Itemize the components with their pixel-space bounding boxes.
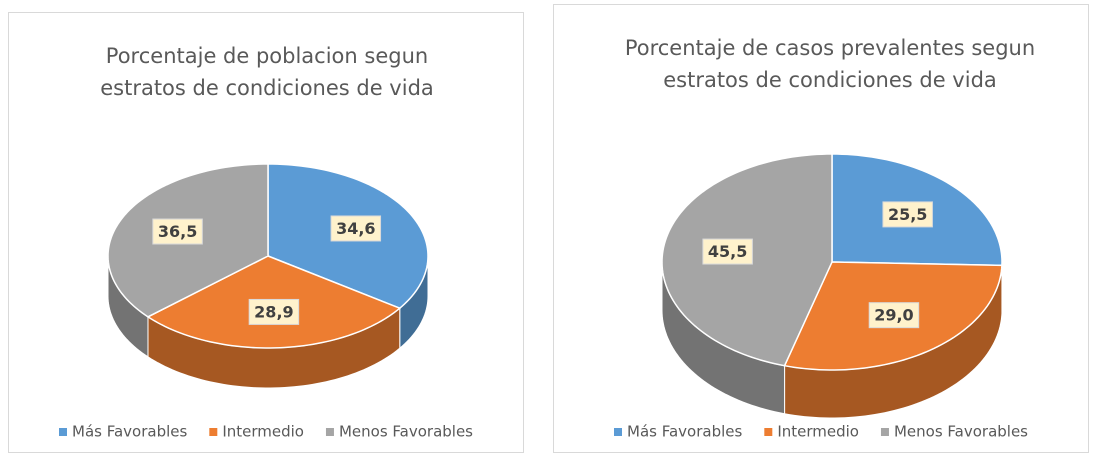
legend-swatch <box>59 428 67 436</box>
data-label-box <box>330 215 382 242</box>
data-label-box <box>868 302 920 329</box>
chart-frame <box>8 12 524 453</box>
data-label: 45,5 <box>708 242 747 261</box>
data-label: 28,9 <box>254 302 293 321</box>
legend-label: Más Favorables <box>627 423 742 441</box>
legend: Más Favorables Intermedio Menos Favorables <box>59 423 473 441</box>
legend-label: Menos Favorables <box>894 423 1028 441</box>
legend-swatch <box>325 428 334 436</box>
legend: Más Favorables Intermedio Menos Favorables <box>614 423 1028 441</box>
data-label-box <box>152 218 203 245</box>
legend-label: Intermedio <box>222 423 304 441</box>
legend-swatch <box>764 428 773 436</box>
data-label-box <box>702 238 753 265</box>
chart-title: Porcentaje de casos prevalentes segun es… <box>624 36 1036 92</box>
legend-swatch <box>614 428 622 436</box>
legend-label: Más Favorables <box>72 423 187 441</box>
chart-frame <box>553 4 1089 453</box>
data-label: 34,6 <box>336 219 375 238</box>
data-label: 36,5 <box>158 222 197 241</box>
legend-swatch <box>880 428 889 436</box>
data-label-box <box>882 201 933 228</box>
legend-swatch <box>209 428 218 436</box>
data-label: 29,0 <box>874 306 913 325</box>
data-label-box <box>248 298 300 325</box>
legend-label: Intermedio <box>777 423 859 441</box>
data-label: 25,5 <box>888 205 927 224</box>
legend-label: Menos Favorables <box>339 423 473 441</box>
chart-title: Porcentaje de poblacion segun estratos d… <box>100 44 434 100</box>
